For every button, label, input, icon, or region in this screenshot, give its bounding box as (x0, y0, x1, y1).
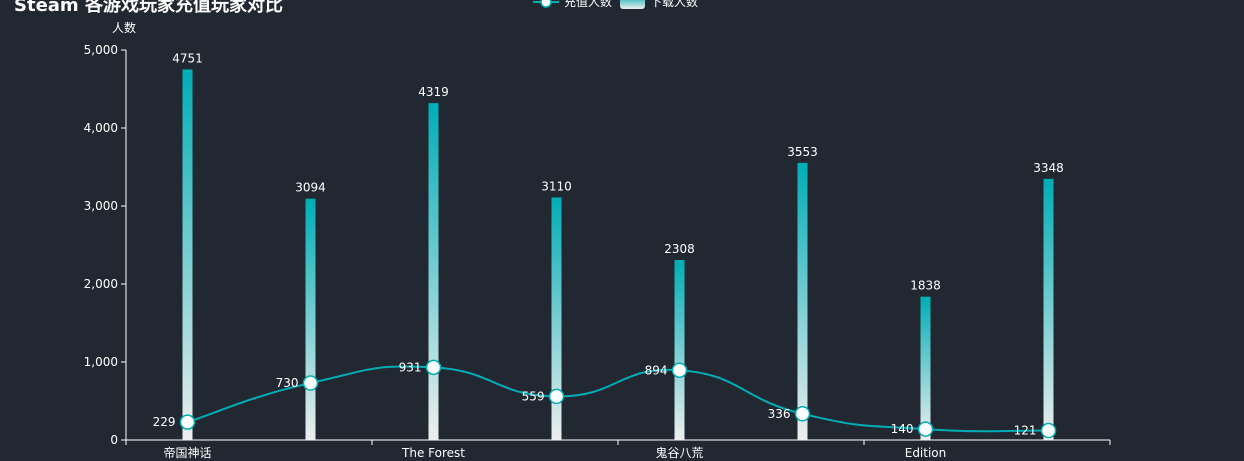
bar (182, 69, 193, 440)
bar (428, 103, 439, 441)
line-point (1040, 422, 1057, 439)
legend-label: 下载人数 (650, 0, 699, 9)
bar-data-label: 4319 (418, 85, 449, 99)
bar-data-label: 4751 (172, 51, 203, 65)
y-tick-label: 3,000 (84, 199, 118, 213)
line-data-label: 140 (891, 422, 914, 436)
bar (551, 197, 562, 440)
y-axis-title: 人数 (112, 20, 136, 35)
chart-title: Steam 各游戏玩家充值玩家对比 (14, 0, 283, 16)
bar-swatch-icon (620, 0, 646, 9)
bar (920, 296, 931, 440)
y-tick-label: 0 (110, 433, 118, 447)
x-tick-label: 帝国神话 (163, 445, 211, 460)
y-tick-label: 5,000 (84, 43, 118, 57)
line-data-label: 931 (399, 360, 422, 374)
bar-data-label: 3348 (1033, 161, 1064, 175)
line-point (179, 414, 196, 430)
line-point (302, 375, 319, 391)
line-data-label: 336 (768, 407, 791, 421)
line-point (671, 362, 688, 379)
line-data-label: 229 (153, 415, 176, 429)
line-data-label: 121 (1014, 424, 1037, 438)
line-point (425, 359, 442, 376)
legend-item-line[interactable]: 充值人数 (533, 0, 612, 10)
bar-data-label: 3094 (295, 181, 326, 195)
x-tick-label: Edition (905, 446, 947, 460)
line-series (187, 365, 1049, 433)
bar (674, 259, 685, 440)
bar (1043, 178, 1054, 440)
bar (797, 162, 808, 440)
line-data-label: 894 (645, 363, 668, 377)
x-tick-label: The Forest (401, 446, 465, 460)
y-tick-label: 4,000 (84, 121, 118, 135)
x-tick-label: 鬼谷八荒 (655, 445, 703, 460)
legend-item-bar[interactable]: 下载人数 (620, 0, 698, 10)
legend: 充值人数 下载人数 (533, 0, 698, 10)
line-point (917, 421, 934, 437)
bar-data-label: 3553 (787, 145, 818, 159)
bar-data-label: 3110 (541, 179, 572, 193)
line-data-label: 559 (522, 389, 545, 403)
line-point (794, 406, 811, 422)
y-tick-label: 1,000 (84, 355, 118, 369)
bar-data-label: 1838 (910, 279, 941, 293)
y-tick-label: 2,000 (84, 277, 118, 291)
line-data-label: 730 (276, 376, 299, 390)
line-marker-icon (533, 0, 559, 8)
line-point (548, 388, 565, 405)
bar-data-label: 2308 (664, 242, 695, 256)
bar (305, 198, 316, 440)
legend-label: 充值人数 (564, 0, 613, 9)
